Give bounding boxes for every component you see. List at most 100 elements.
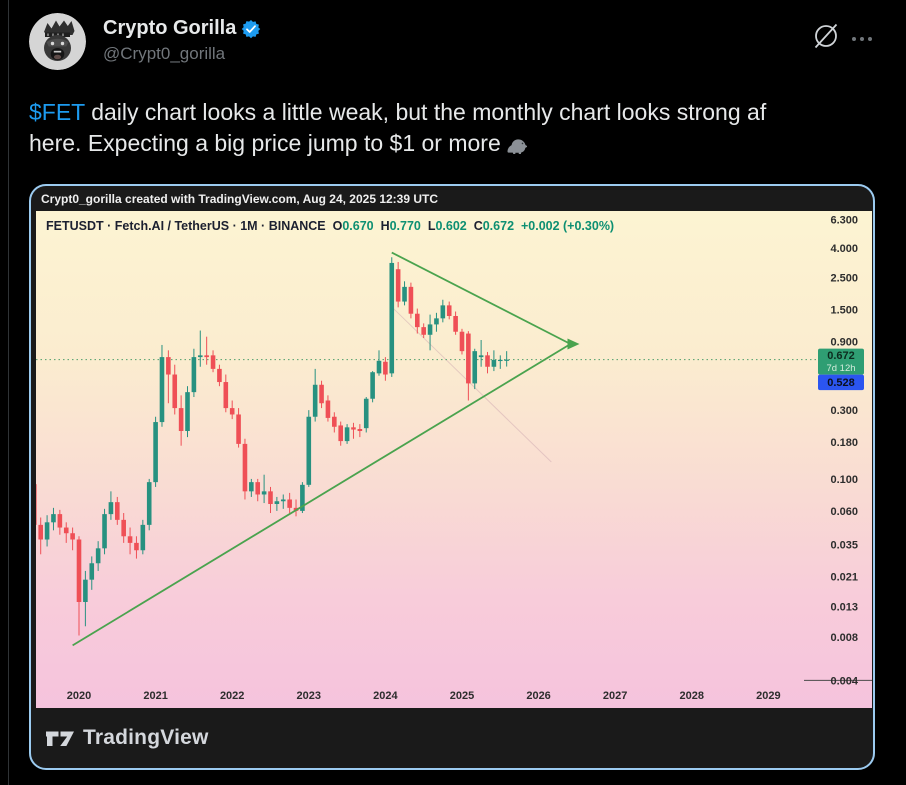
- tradingview-logo-icon: [46, 731, 74, 746]
- candle-body: [134, 542, 139, 551]
- candle-body: [421, 327, 426, 335]
- candle-body: [325, 400, 331, 418]
- candle-body: [344, 427, 350, 442]
- candle-body: [217, 368, 222, 383]
- year-axis-label: 2026: [526, 690, 550, 702]
- candle-body: [178, 408, 184, 432]
- chart-area: 6.300 4.000 2.500 1.500 0.900 0.300 0.180 0.100…: [36, 211, 872, 708]
- candle-body: [453, 315, 458, 332]
- avatar[interactable]: [29, 13, 86, 70]
- price-chart-svg: 6.300 4.000 2.500 1.500 0.900 0.300 0.180 0.100…: [36, 215, 872, 702]
- candle-body: [51, 514, 56, 523]
- candle-body: [485, 355, 490, 367]
- candle-body: [459, 331, 465, 352]
- candle-body: [287, 499, 292, 508]
- candle-body: [402, 286, 407, 302]
- candle-body: [370, 372, 375, 399]
- chart-attribution: Crypt0_gorilla created with TradingView.…: [41, 192, 439, 206]
- grok-icon[interactable]: [810, 20, 842, 52]
- candle-body: [319, 384, 324, 404]
- candle-body: [408, 286, 414, 314]
- price-axis-label: 6.300: [830, 215, 858, 227]
- candle-body: [44, 522, 50, 540]
- price-axis-label: 0.900: [830, 336, 858, 348]
- candle-body: [83, 579, 88, 603]
- candle-body: [185, 392, 190, 432]
- price-axis-label: 1.500: [830, 304, 858, 316]
- candle-countdown-text: 7d 12h: [826, 363, 855, 374]
- candle-body: [166, 357, 171, 375]
- candle-body: [497, 359, 503, 362]
- price-axis-label: 0.060: [830, 506, 858, 518]
- price-axis-label: 0.300: [830, 405, 858, 417]
- price-axis-label: 0.004: [830, 675, 858, 687]
- descending-resistance: [391, 251, 571, 345]
- candle-body: [255, 482, 261, 495]
- timeline-divider: [8, 0, 9, 785]
- chart-symbol-text: FETUSDT · Fetch.AI / TetherUS · 1M · BIN…: [46, 219, 326, 233]
- candle-body: [268, 491, 273, 504]
- candle-body: [491, 359, 497, 367]
- current-price-badge: [818, 348, 864, 375]
- candle-body: [191, 357, 197, 393]
- candle-body: [57, 514, 63, 528]
- candle-body: [140, 524, 146, 551]
- tweet-text: $FET daily chart looks a little weak, bu…: [29, 97, 883, 162]
- gorilla-emoji-icon: [505, 131, 529, 162]
- chart-card[interactable]: Crypt0_gorilla created with TradingView.…: [29, 184, 875, 770]
- price-axis-label: 0.008: [830, 632, 858, 644]
- price-axis-label: 0.021: [830, 572, 858, 584]
- candle-body: [159, 357, 165, 423]
- trendline-arrowhead-icon: [567, 338, 580, 350]
- year-axis-label: 2029: [756, 690, 780, 702]
- candle-body: [427, 324, 433, 335]
- candle-body: [36, 484, 37, 525]
- chart-change-text: +0.002 (+0.30%): [520, 219, 615, 233]
- candle-body: [114, 502, 120, 520]
- author-name[interactable]: Crypto Gorilla: [103, 17, 261, 40]
- price-axis-label: 4.000: [830, 243, 858, 255]
- price-axis-label: 0.180: [830, 437, 858, 449]
- candle-body: [204, 355, 209, 358]
- candle-body: [223, 382, 229, 409]
- candle-body: [95, 548, 101, 564]
- price-axis-label: 0.100: [830, 474, 858, 486]
- candle-body: [478, 355, 484, 358]
- low-price-badge: [818, 374, 864, 391]
- tradingview-footer: TradingView: [31, 708, 873, 768]
- author-handle[interactable]: @Crypt0_gorilla: [103, 44, 226, 63]
- cashtag-link[interactable]: $FET: [29, 99, 85, 125]
- tweet-text-line2: here. Expecting a big price jump to $1 o…: [29, 130, 501, 156]
- low-price-badge-value: 0.528: [827, 377, 855, 389]
- candle-body: [383, 361, 388, 375]
- candle-body: [440, 305, 446, 319]
- tweet-text-line1: daily chart looks a little weak, but the…: [84, 99, 767, 125]
- candle-body: [446, 305, 452, 316]
- candle-body: [300, 484, 305, 511]
- year-axis-label: 2022: [220, 690, 244, 702]
- candle-body: [434, 318, 439, 325]
- candle-body: [376, 360, 382, 374]
- year-axis-label: 2020: [67, 690, 91, 702]
- candle-body: [389, 262, 395, 374]
- price-axis-label: 0.013: [830, 602, 858, 614]
- candle-body: [357, 428, 363, 432]
- price-axis-label: 2.500: [830, 272, 858, 284]
- chart-legend: FETUSDT · Fetch.AI / TetherUS · 1M · BIN…: [46, 219, 615, 233]
- year-axis-label: 2024: [373, 690, 398, 702]
- tradingview-brand: TradingView: [83, 726, 209, 749]
- ascending-support: [72, 343, 571, 647]
- candle-body: [472, 351, 478, 384]
- candle-body: [102, 514, 107, 549]
- candle-body: [63, 527, 69, 534]
- current-price-badge-value: 0.672: [827, 350, 855, 362]
- candle-body: [351, 427, 356, 430]
- gorilla-crown-avatar-icon: [29, 13, 86, 70]
- year-axis-label: 2028: [680, 690, 704, 702]
- candle-body: [466, 333, 471, 384]
- candle-body: [172, 374, 178, 409]
- verified-badge-icon: [242, 19, 261, 38]
- candle-body: [395, 269, 401, 302]
- more-options-icon[interactable]: [848, 33, 876, 45]
- candle-body: [504, 359, 509, 361]
